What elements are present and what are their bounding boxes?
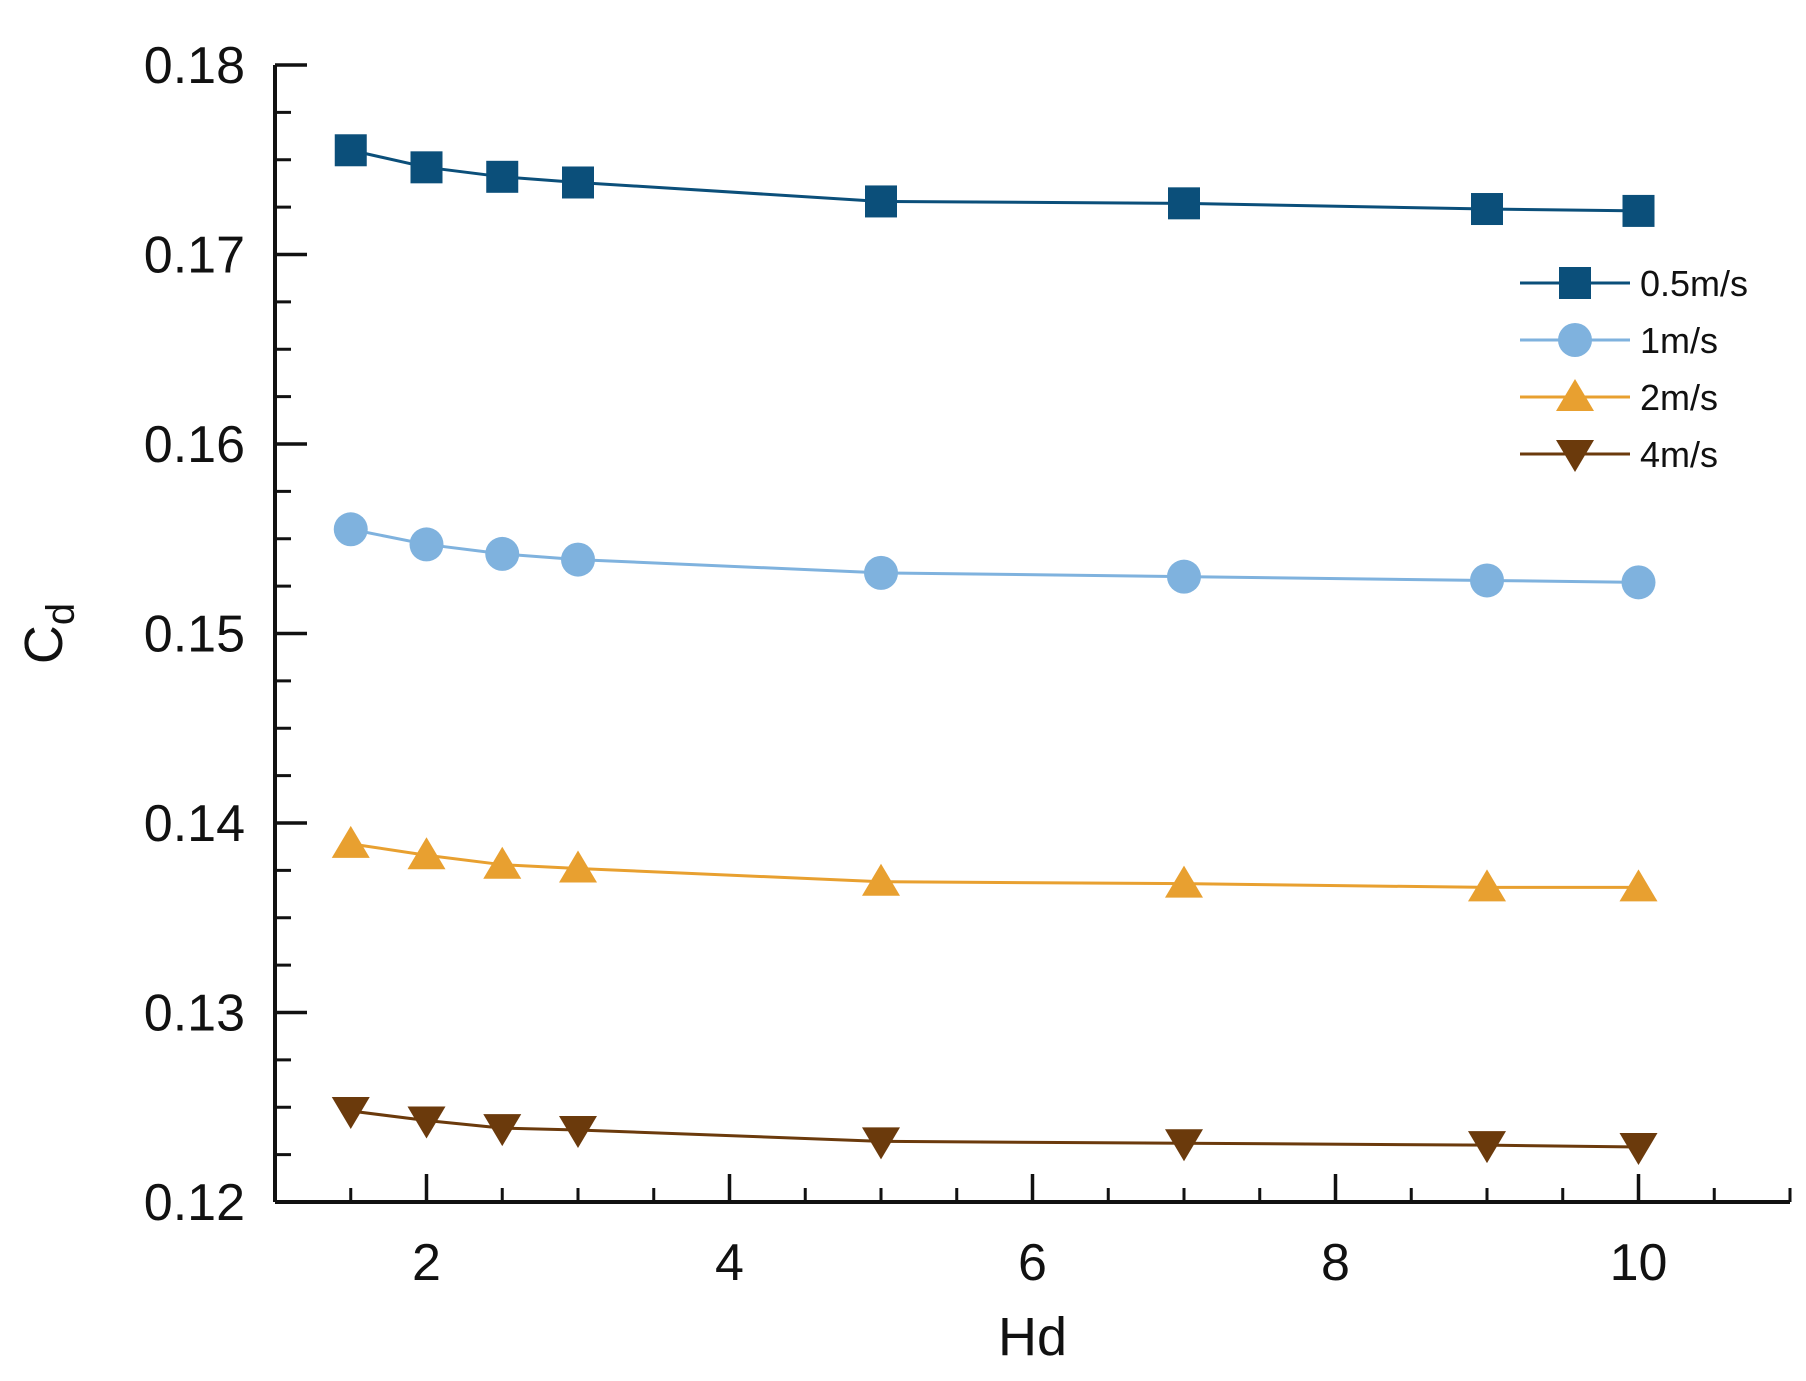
y-tick-label: 0.16 (144, 416, 245, 474)
axes (273, 65, 1790, 1204)
data-point (862, 863, 900, 896)
data-point (333, 512, 368, 547)
data-point (1165, 865, 1203, 898)
data-point (409, 527, 444, 562)
series-line (350, 148, 1639, 213)
data-point (1471, 193, 1503, 226)
data-point (864, 555, 898, 590)
x-tick-label: 2 (412, 1234, 441, 1292)
data-point (331, 1097, 370, 1130)
data-point (407, 837, 446, 870)
legend-label: 1m/s (1640, 320, 1718, 361)
legend-entry: 1m/s (1520, 320, 1718, 361)
data-point (1622, 194, 1655, 227)
y-tick-label: 0.17 (144, 227, 245, 285)
data-point (1167, 559, 1201, 594)
x-tick-label: 4 (715, 1234, 744, 1292)
data-point (1621, 565, 1656, 600)
data-point (1470, 563, 1504, 598)
y-tick-label: 0.18 (144, 37, 245, 95)
x-tick-label: 6 (1018, 1234, 1047, 1292)
data-point (407, 1106, 446, 1139)
data-series (331, 134, 1658, 1166)
x-axis-title: Hd (998, 1307, 1067, 1367)
legend-label: 0.5m/s (1640, 263, 1748, 304)
y-axis-title-subscript: d (39, 603, 83, 625)
data-point (559, 1115, 597, 1148)
axis-ticks: 2 4 6 8 10 0.12 0.13 0.14 0.15 0.16 0.17 0.18 (144, 37, 1792, 1292)
data-point (483, 1114, 522, 1147)
y-axis-title: Cd (14, 603, 83, 664)
series-2m/s (331, 825, 1658, 902)
legend-entry: 4m/s (1520, 434, 1718, 475)
data-point (483, 846, 522, 879)
x-tick-label: 10 (1610, 1234, 1668, 1292)
legend-label: 2m/s (1640, 377, 1718, 418)
series-line (350, 1109, 1639, 1149)
data-point (1619, 1133, 1658, 1166)
series-line (350, 527, 1639, 584)
x-tick-label: 8 (1321, 1234, 1350, 1292)
data-point (1168, 187, 1200, 220)
data-point (1165, 1129, 1203, 1162)
y-tick-label: 0.14 (144, 795, 245, 853)
series-4m/s (331, 1097, 1658, 1166)
data-point (562, 166, 594, 199)
data-point (561, 542, 595, 577)
legend-marker (1556, 379, 1594, 411)
data-point (862, 1127, 900, 1160)
data-point (334, 134, 367, 167)
legend: 0.5m/s 1m/s 2m/s 4m/s (1520, 263, 1748, 475)
data-point (485, 536, 520, 571)
y-tick-label: 0.13 (144, 985, 245, 1043)
data-point (865, 185, 897, 218)
series-0.5m/s (334, 134, 1655, 227)
legend-marker (1556, 440, 1594, 472)
series-1m/s (333, 512, 1656, 600)
legend-label: 4m/s (1640, 434, 1718, 475)
data-point (410, 151, 443, 184)
data-point (1468, 869, 1506, 902)
data-point (1468, 1131, 1506, 1164)
data-point (559, 850, 597, 883)
data-point (486, 160, 519, 193)
data-point (331, 825, 370, 858)
legend-entry: 2m/s (1520, 377, 1718, 418)
legend-marker (1559, 267, 1591, 299)
legend-entry: 0.5m/s (1520, 263, 1748, 304)
series-line (350, 842, 1639, 889)
y-tick-label: 0.12 (144, 1174, 245, 1232)
data-point (1619, 869, 1658, 902)
y-axis-title-main: C (14, 625, 74, 664)
y-tick-label: 0.15 (144, 606, 245, 664)
legend-marker (1558, 323, 1592, 357)
